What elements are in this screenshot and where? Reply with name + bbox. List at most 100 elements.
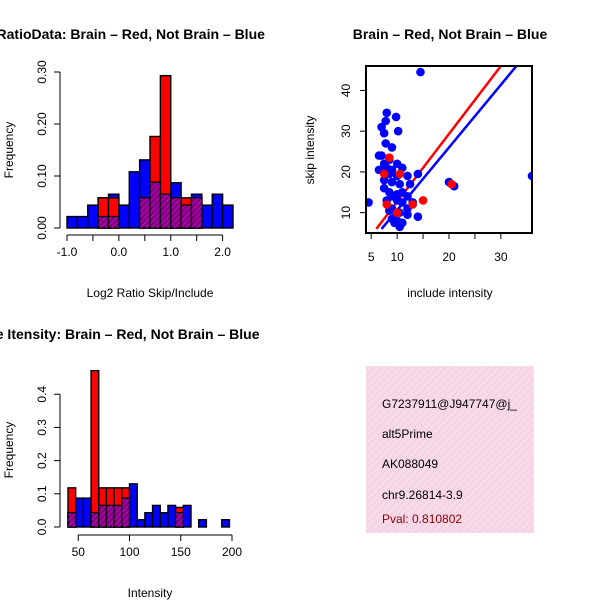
scatter-points: [366, 67, 532, 232]
intensity-histogram-y-tick-label: 0.0: [35, 518, 49, 535]
intensity-histogram-not-brain-bar: [144, 512, 154, 528]
scatter-point-not-brain: [416, 67, 425, 77]
ratio-histogram-x-tick-label: 1.0: [162, 245, 179, 259]
intensity-histogram-axes: 50 100 150 200 0.0 0.1 0.2 0.3 0.4: [35, 386, 242, 559]
intensity-histogram-not-brain-bar: [128, 483, 138, 528]
scatter-panel: Brain – Red, Not Brain – Blue 5 10 20 30 10 2…: [303, 26, 547, 300]
ratio-histogram-not-brain-bar: [76, 215, 89, 229]
info-panel: G7237911@J947747@j_ alt5Prime AK088049 c…: [366, 366, 534, 533]
scatter-ylabel: skip intensity: [303, 116, 317, 185]
intensity-histogram-not-brain-bar: [82, 497, 92, 528]
intensity-histogram-x-tick-label: 100: [119, 545, 139, 559]
ratio-histogram-xlabel: Log2 Ratio Skip/Include: [87, 286, 214, 300]
ratio-histogram-overlap-hatch: [98, 216, 109, 228]
intensity-histogram-not-brain-bar: [136, 518, 146, 528]
intensity-histogram-overlap-hatch: [121, 498, 130, 527]
intensity-histogram-not-brain-bar: [182, 504, 192, 528]
scatter-point-not-brain: [403, 192, 412, 201]
scatter-point-not-brain: [381, 116, 391, 126]
ratio-histogram-ylabel: Frequency: [2, 122, 16, 179]
intensity-histogram-not-brain-bar: [74, 497, 85, 528]
scatter-point-brain: [379, 169, 389, 179]
ratio-histogram-y-tick-label: 0.30: [35, 60, 49, 84]
intensity-histogram-overlap-hatch: [68, 512, 76, 527]
scatter-point-not-brain: [366, 198, 373, 207]
ratio-histogram-not-brain-bar: [221, 204, 234, 229]
intensity-histogram-y-tick-label: 0.4: [35, 386, 49, 403]
intensity-histogram-not-brain-bar: [159, 512, 169, 528]
scatter-point-brain: [392, 208, 402, 217]
scatter-xlabel: include intensity: [407, 286, 492, 300]
ratio-histogram-title: Log2RatioData: Brain – Red, Not Brain – …: [0, 26, 265, 42]
intensity-histogram-ylabel: Frequency: [2, 422, 16, 479]
intensity-histogram-y-tick-label: 0.1: [35, 485, 49, 502]
ratio-histogram-panel: Log2RatioData: Brain – Red, Not Brain – …: [0, 26, 265, 300]
scatter-point-not-brain: [382, 108, 392, 118]
scatter-point-brain: [382, 200, 392, 209]
scatter-point-not-brain: [405, 179, 415, 189]
intensity-histogram-overlap-hatch: [106, 505, 115, 527]
scatter-point-not-brain: [403, 171, 412, 181]
scatter-point-brain: [385, 153, 394, 162]
scatter-point-not-brain: [413, 169, 423, 179]
info-event-type: alt5Prime: [382, 427, 433, 441]
scatter-point-brain: [395, 169, 405, 179]
intensity-histogram-y-tick-label: 0.3: [35, 419, 49, 436]
intensity-histogram-not-brain-bar: [151, 504, 161, 528]
scatter-point-not-brain: [395, 222, 405, 232]
scatter-point-not-brain: [527, 171, 532, 181]
scatter-point-not-brain: [387, 177, 397, 187]
scatter-axes: 5 10 20 30 10 20 30 40: [339, 65, 533, 264]
scatter-point-brain: [447, 179, 456, 189]
scatter-point-not-brain: [398, 198, 407, 207]
intensity-histogram-title: Gene Itensity: Brain – Red, Not Brain – …: [0, 326, 260, 342]
scatter-point-not-brain: [393, 126, 403, 136]
ratio-histogram-overlap-hatch: [181, 205, 192, 228]
intensity-histogram-not-brain-bar: [197, 518, 208, 528]
ratio-histogram-not-brain-bar: [87, 204, 99, 229]
ratio-histogram-not-brain-bar: [66, 215, 79, 229]
scatter-point-brain: [408, 200, 417, 209]
ratio-histogram-overlap-hatch: [150, 182, 161, 228]
ratio-histogram-not-brain-bar: [118, 204, 130, 229]
ratio-histogram-overlap-hatch: [139, 197, 150, 228]
info-accession: AK088049: [382, 457, 438, 471]
scatter-y-tick-label: 10: [339, 206, 353, 220]
intensity-histogram-overlap-hatch: [91, 512, 99, 527]
scatter-y-tick-label: 30: [339, 124, 353, 138]
scatter-point-not-brain: [379, 175, 389, 185]
intensity-histogram-not-brain-bar: [221, 518, 231, 528]
ratio-histogram-y-tick-label: 0.20: [35, 112, 49, 136]
intensity-histogram-overlap-hatch: [175, 512, 184, 527]
ratio-histogram-y-tick-label: 0.10: [35, 164, 49, 188]
scatter-x-tick-label: 10: [390, 250, 404, 264]
intensity-histogram-x-tick-label: 150: [171, 545, 191, 559]
scatter-point-not-brain: [381, 139, 391, 148]
info-panel-hatch: [366, 366, 534, 533]
scatter-y-tick-label: 20: [339, 165, 353, 179]
scatter-y-tick-label: 40: [339, 83, 353, 97]
scatter-point-not-brain: [395, 179, 405, 189]
intensity-histogram-y-tick-label: 0.2: [35, 452, 49, 469]
scatter-point-not-brain: [391, 112, 401, 122]
ratio-histogram-not-brain-bar: [201, 204, 213, 229]
intensity-histogram-x-tick-label: 200: [222, 545, 242, 559]
ratio-histogram-overlap-hatch: [160, 194, 171, 228]
scatter-x-tick-label: 20: [442, 250, 456, 264]
intensity-histogram-panel: Gene Itensity: Brain – Red, Not Brain – …: [0, 326, 260, 600]
scatter-point-not-brain: [387, 143, 397, 152]
scatter-point-not-brain: [413, 212, 423, 222]
intensity-histogram-overlap-hatch: [98, 505, 107, 527]
intensity-histogram-brain-bar: [90, 369, 100, 528]
info-probe-id: G7237911@J947747@j_: [382, 397, 517, 411]
scatter-point-brain: [418, 196, 428, 205]
intensity-histogram-overlap-hatch: [114, 505, 122, 527]
ratio-histogram-x-tick-label: 0.0: [111, 245, 128, 259]
ratio-histogram-overlap-hatch: [108, 216, 119, 228]
ratio-histogram-y-tick-label: 0.00: [35, 216, 49, 240]
ratio-histogram-overlap-hatch: [170, 197, 182, 228]
intensity-histogram-bars: [67, 369, 231, 528]
ratio-histogram-overlap-hatch: [191, 197, 202, 228]
scatter-point-not-brain: [374, 151, 384, 160]
